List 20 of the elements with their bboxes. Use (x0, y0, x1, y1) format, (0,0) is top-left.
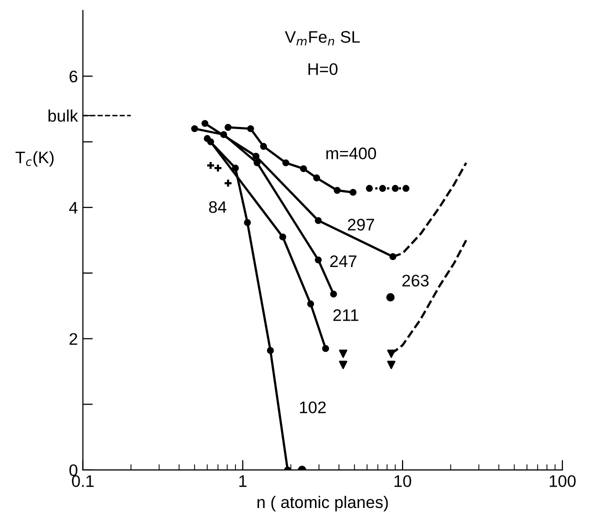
series-label: 263 (402, 274, 429, 287)
series-label: 247 (330, 255, 356, 268)
y-tick-label: 2 (70, 333, 78, 345)
x-tick-label: 10 (394, 475, 412, 488)
x-axis-title: n ( atomic planes) (258, 496, 388, 512)
series-label: 211 (333, 309, 358, 321)
series-label: 84 (209, 201, 226, 213)
series-label: m=400 (326, 148, 376, 160)
text: V$_{m}$Fe$_{n}$ SL (284, 31, 360, 46)
y-axis-title: T$_{c}$(K) (16, 151, 54, 167)
series-label: 297 (348, 218, 374, 231)
x-tick-label: 100 (550, 475, 576, 488)
text: H=0 (308, 63, 338, 76)
series-label: 102 (300, 401, 326, 414)
y-tick-label: 0 (69, 464, 78, 476)
y-tick-label: bulk (48, 110, 78, 122)
x-tick-label: 0.1 (72, 475, 94, 488)
x-tick-label: 1 (239, 475, 247, 487)
y-tick-label: 6 (70, 70, 78, 82)
y-tick-label: 4 (69, 202, 78, 214)
